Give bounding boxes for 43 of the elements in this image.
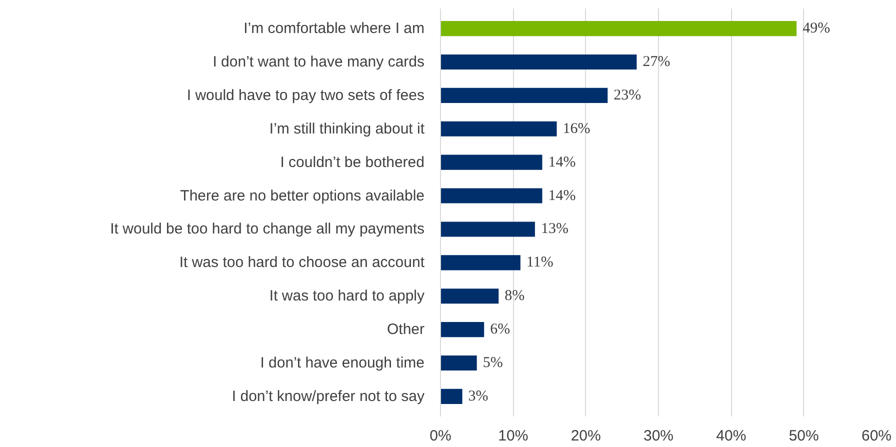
bar (440, 188, 542, 204)
y-tick-label: I couldn’t be bothered (280, 154, 425, 171)
data-label: 49% (802, 20, 830, 37)
x-tick-label: 20% (570, 428, 601, 444)
x-tick-label: 40% (716, 428, 746, 444)
data-label: 6% (490, 322, 510, 338)
y-tick-label: I would have to pay two sets of fees (186, 86, 425, 104)
data-label: 23% (614, 87, 642, 104)
y-tick-label: It was too hard to choose an account (179, 254, 426, 272)
x-tick-label: 60% (861, 428, 892, 444)
data-label: 5% (482, 354, 503, 371)
bar (440, 54, 637, 70)
y-tick-label: It would be too hard to change all my payments (110, 220, 425, 238)
bar (440, 388, 462, 404)
bar (440, 322, 484, 338)
y-tick-label: I don’t want to have many cards (212, 54, 424, 71)
bar (440, 255, 520, 270)
bar (440, 222, 535, 237)
x-tick-label: 30% (643, 428, 674, 444)
bar (440, 88, 608, 103)
x-tick-label: 0% (430, 428, 452, 444)
bar (440, 154, 542, 170)
y-tick-label: I don’t know/prefer not to say (232, 388, 425, 405)
bar (440, 288, 499, 304)
data-label: 13% (540, 221, 568, 238)
data-label: 27% (642, 54, 670, 70)
y-tick-label: I’m still thinking about it (269, 120, 426, 138)
y-tick-label: I don’t have enough time (260, 354, 425, 372)
x-tick-label: 50% (788, 428, 819, 444)
bar (440, 121, 557, 136)
y-tick-label: There are no better options available (180, 187, 425, 204)
bar (440, 21, 797, 36)
y-tick-label: I’m comfortable where I am (244, 20, 425, 38)
data-label: 14% (548, 154, 576, 170)
x-tick-label: 10% (498, 428, 528, 444)
data-label: 3% (468, 388, 488, 404)
y-tick-label: Other (386, 321, 425, 338)
data-label: 8% (504, 288, 525, 304)
bar (440, 355, 477, 371)
y-tick-label: It was too hard to apply (269, 288, 425, 305)
data-label: 11% (526, 254, 554, 271)
data-label: 16% (562, 120, 590, 137)
data-label: 14% (548, 188, 576, 204)
